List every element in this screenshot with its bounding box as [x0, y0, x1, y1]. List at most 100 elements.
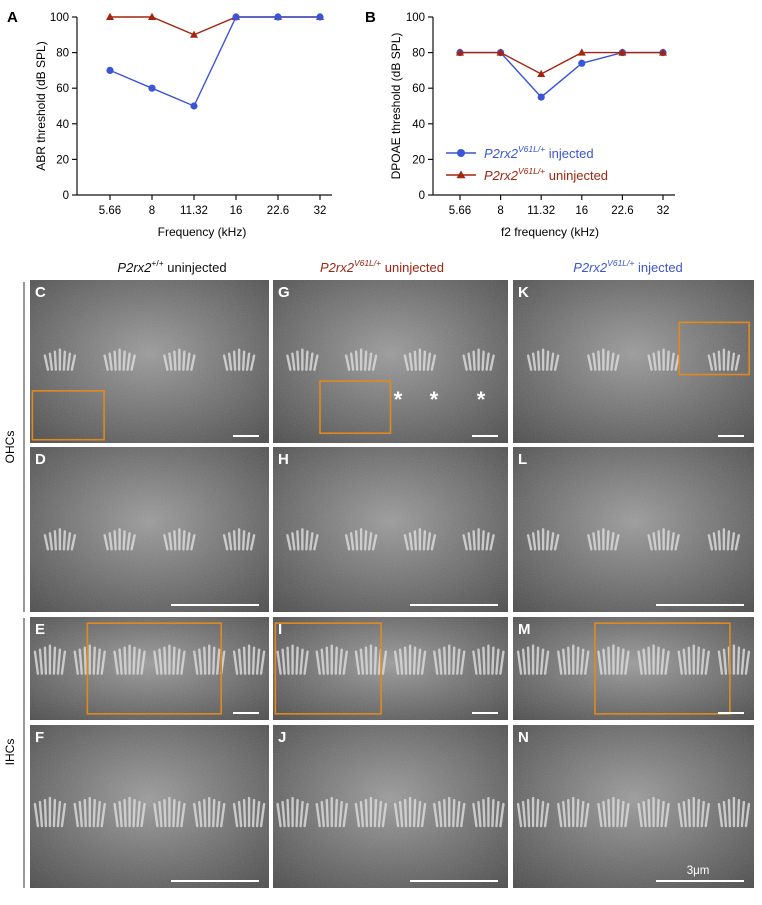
stereocilium	[412, 798, 417, 828]
stereocilium	[33, 802, 40, 828]
chart-b: B 0 20 40 60 80 100 5.66 8 11.32 16 22.6 32 f2 freq…	[365, 9, 675, 239]
stereocilium	[349, 532, 355, 551]
stereocilium	[666, 350, 670, 371]
stereocilium	[393, 802, 400, 828]
stereocilium	[426, 352, 432, 371]
stereocilium	[242, 646, 247, 675]
stereocilium	[584, 802, 590, 828]
stereocilium	[295, 798, 299, 828]
panel-letter: C	[35, 284, 46, 301]
stereocilium	[309, 532, 314, 551]
stereocilium	[198, 648, 203, 675]
stereocilium	[652, 352, 657, 371]
stereocilium	[255, 800, 261, 828]
stereocilium	[717, 650, 724, 675]
micrograph-texture	[273, 617, 508, 720]
stereocilium	[481, 530, 485, 551]
chartA-ytick-label: 100	[50, 12, 69, 24]
micrograph-texture	[30, 280, 269, 443]
stereocilium	[467, 532, 472, 551]
chartB-point	[577, 48, 586, 56]
stereocilium	[186, 532, 191, 551]
column-genotype: +/+	[151, 258, 163, 268]
chartB-series-line-1	[460, 51, 663, 75]
stereocilium	[299, 800, 304, 828]
stereocilium	[717, 530, 722, 551]
panel-letter: L	[518, 451, 527, 468]
stereocilium	[70, 534, 77, 551]
stereocilium	[734, 534, 741, 551]
stereocilium	[420, 650, 427, 675]
stereocilium	[616, 646, 620, 675]
stereocilium	[363, 530, 368, 551]
stereocilium	[251, 798, 256, 828]
stereocilium	[536, 530, 541, 551]
legend-genotype: V61L/+	[518, 144, 545, 154]
chart-a-ylabel: ABR threshold (dB SPL)	[34, 41, 48, 170]
micrograph-panel: I	[273, 617, 508, 720]
stereocilium	[354, 650, 361, 675]
stereocilium	[227, 352, 233, 371]
stereocilium	[416, 648, 422, 675]
stereocilium	[220, 802, 226, 828]
stereocilium	[584, 650, 590, 675]
stereocilium	[180, 650, 186, 675]
panel-letter: F	[35, 729, 44, 746]
stereocilium	[637, 802, 643, 828]
zoom-inset-box	[274, 622, 382, 715]
stereocilium	[521, 648, 527, 675]
stereocilium	[707, 534, 714, 551]
stereocilium	[212, 646, 216, 675]
stereocilium	[373, 646, 378, 675]
stereocilium	[92, 646, 96, 675]
stereocilium	[614, 534, 620, 551]
stereocilium	[176, 800, 181, 828]
stereocilium	[251, 646, 256, 675]
column-header: P2rx2V61L/+ uninjected	[320, 258, 444, 275]
chartB-xtick-label: 5.66	[449, 205, 471, 217]
chartB-ytick-label: 100	[406, 12, 425, 24]
stereocilium	[482, 798, 486, 828]
stereocilium	[222, 534, 229, 551]
stereocilium	[597, 802, 603, 828]
stereocilium	[712, 532, 718, 551]
stereocilium	[477, 800, 482, 828]
stereocilium	[456, 648, 461, 675]
stereocilium	[320, 648, 325, 675]
micrograph-grid: P2rx2+/+ uninjected P2rx2V61L/+ uninjecte…	[3, 258, 754, 888]
micrograph-panel: E	[30, 617, 269, 720]
stereocilium	[163, 646, 167, 675]
stereocilium	[516, 802, 523, 828]
stereocilium	[740, 648, 746, 675]
stereocilium	[305, 350, 309, 371]
stereocilium	[276, 650, 282, 675]
stereocilium	[660, 800, 665, 828]
chart-b-xlabel: f2 frequency (kHz)	[501, 225, 599, 239]
stereocilium	[371, 534, 378, 551]
stereocilium	[227, 532, 233, 551]
chartA-xtick-label: 5.66	[99, 205, 121, 217]
stereocilium	[491, 798, 495, 828]
chartB-point	[537, 93, 545, 101]
chartB-xtick-label: 32	[657, 205, 670, 217]
zoom-inset-box	[594, 622, 731, 715]
zoom-inset-box	[678, 321, 750, 376]
stereocilium	[477, 648, 482, 675]
row-label-ihcs: IHCs	[3, 739, 17, 766]
stereocilium	[153, 650, 159, 675]
chart-a-axes: 0 20 40 60 80 100 5.66 8 11.32 16 22.6 32	[50, 12, 332, 217]
panel-letter: J	[278, 729, 286, 746]
stereocilium	[717, 350, 722, 371]
stereocilium	[53, 530, 58, 551]
chartB-xtick-label: 11.32	[527, 205, 555, 217]
stereocilium	[576, 798, 580, 828]
column-condition: injected	[634, 260, 682, 275]
stereocilium	[186, 352, 191, 371]
stereocilium	[52, 646, 57, 675]
chartA-point	[106, 12, 114, 20]
stereocilium	[539, 648, 545, 675]
stereocilium	[73, 650, 79, 675]
column-header: P2rx2+/+ uninjected	[117, 258, 226, 275]
stereocilium	[602, 648, 607, 675]
